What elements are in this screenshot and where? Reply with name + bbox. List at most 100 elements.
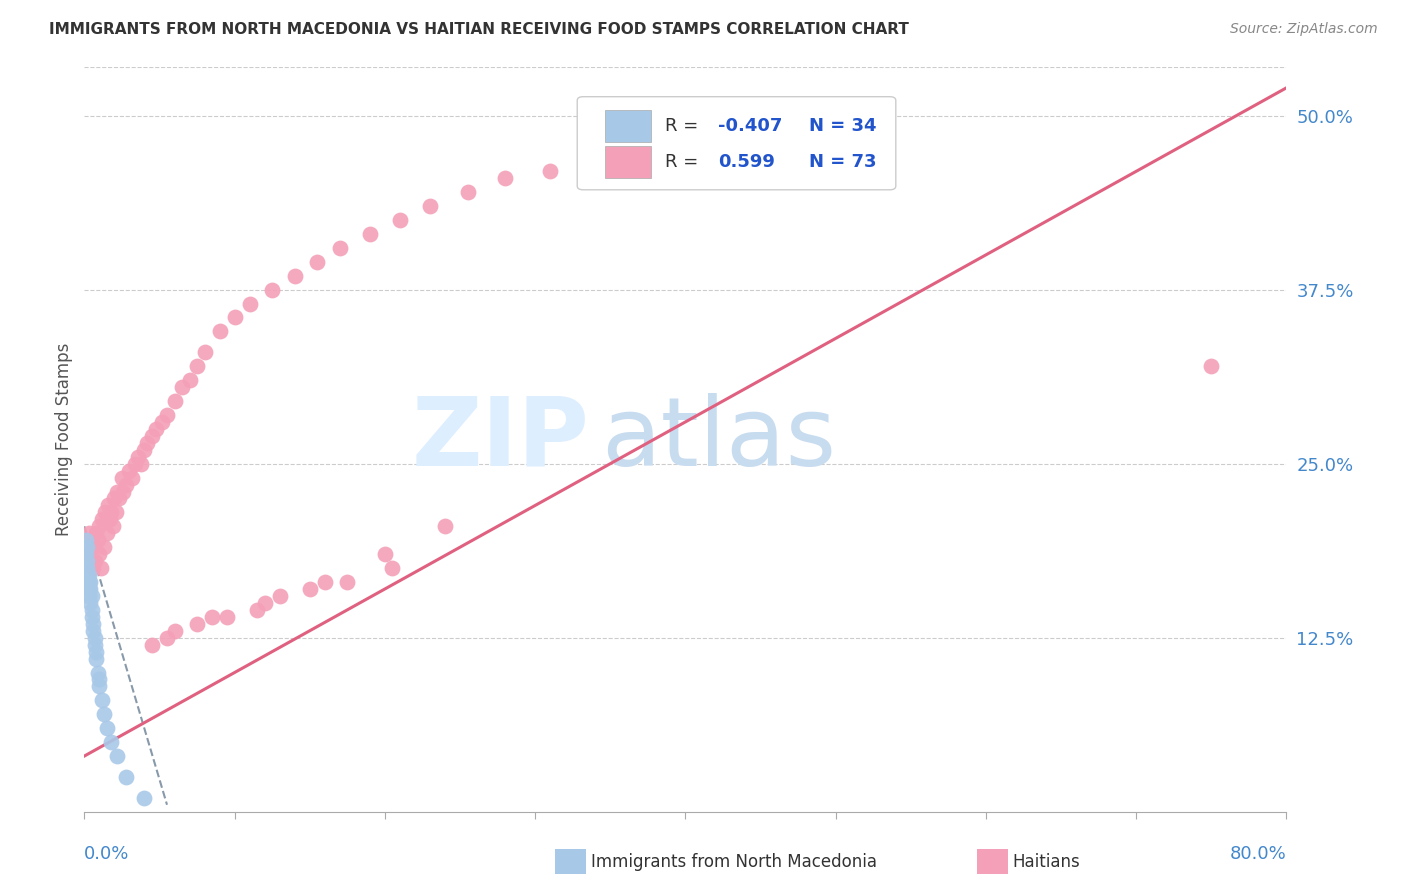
Point	[141, 429, 163, 443]
Point	[75, 568, 97, 582]
Point	[381, 561, 404, 575]
Point	[79, 582, 101, 596]
Point	[77, 582, 100, 596]
Point	[314, 574, 336, 589]
Text: 0.0%: 0.0%	[84, 846, 129, 863]
Point	[82, 540, 104, 554]
Point	[89, 547, 111, 561]
Text: -0.407: -0.407	[718, 117, 782, 135]
Point	[156, 631, 179, 645]
Point	[107, 484, 129, 499]
Point	[124, 457, 146, 471]
Point	[89, 519, 111, 533]
Point	[253, 596, 276, 610]
Point	[75, 547, 97, 561]
Point	[97, 499, 120, 513]
Point	[101, 519, 124, 533]
Point	[80, 603, 103, 617]
Text: N = 73: N = 73	[810, 153, 877, 171]
Point	[83, 631, 105, 645]
Point	[163, 394, 186, 409]
Point	[87, 665, 110, 680]
Point	[77, 568, 100, 582]
Point	[104, 505, 127, 519]
Point	[82, 561, 104, 575]
Text: Source: ZipAtlas.com: Source: ZipAtlas.com	[1230, 22, 1378, 37]
Point	[89, 680, 111, 694]
Point	[79, 596, 101, 610]
Text: R =: R =	[665, 153, 704, 171]
Text: 80.0%: 80.0%	[1230, 846, 1286, 863]
Point	[90, 561, 112, 575]
Point	[145, 422, 167, 436]
Point	[76, 554, 98, 568]
Point	[77, 574, 100, 589]
Point	[538, 164, 561, 178]
Point	[79, 574, 101, 589]
Text: Haitians: Haitians	[1012, 853, 1080, 871]
Point	[359, 227, 381, 241]
Point	[269, 589, 291, 603]
Point	[86, 651, 108, 665]
Point	[284, 268, 307, 283]
FancyBboxPatch shape	[605, 146, 651, 178]
Point	[583, 157, 606, 171]
Point	[77, 526, 100, 541]
FancyBboxPatch shape	[605, 111, 651, 142]
Point	[217, 609, 239, 624]
Point	[89, 673, 111, 687]
Point	[80, 533, 103, 548]
Point	[494, 171, 516, 186]
Text: N = 34: N = 34	[810, 117, 877, 135]
Point	[93, 540, 115, 554]
Point	[87, 533, 110, 548]
Point	[374, 547, 396, 561]
Point	[86, 645, 108, 659]
Point	[239, 296, 262, 310]
Point	[93, 707, 115, 722]
Point	[96, 721, 118, 735]
Text: Immigrants from North Macedonia: Immigrants from North Macedonia	[591, 853, 876, 871]
Text: 0.599: 0.599	[718, 153, 775, 171]
Point	[91, 512, 114, 526]
Point	[115, 770, 138, 784]
Point	[108, 491, 131, 506]
Point	[1201, 359, 1223, 374]
Point	[644, 150, 666, 164]
Point	[208, 325, 231, 339]
Point	[179, 373, 201, 387]
Point	[201, 609, 224, 624]
Point	[131, 457, 153, 471]
Point	[141, 638, 163, 652]
FancyBboxPatch shape	[578, 96, 896, 190]
Point	[224, 310, 246, 325]
Point	[82, 624, 104, 638]
Point	[91, 693, 114, 707]
Point	[76, 574, 98, 589]
Point	[94, 505, 117, 519]
Point	[100, 505, 122, 519]
Point	[80, 589, 103, 603]
Point	[419, 199, 441, 213]
Point	[107, 749, 129, 764]
Point	[76, 540, 98, 554]
Point	[77, 589, 100, 603]
Point	[83, 638, 105, 652]
Point	[112, 484, 135, 499]
Point	[186, 359, 208, 374]
Point	[457, 185, 479, 199]
Point	[103, 491, 125, 506]
Point	[79, 547, 101, 561]
Text: ZIP: ZIP	[412, 392, 589, 486]
Point	[76, 561, 98, 575]
Text: atlas: atlas	[602, 392, 837, 486]
Point	[80, 609, 103, 624]
Point	[75, 533, 97, 548]
Text: R =: R =	[665, 117, 704, 135]
Point	[194, 345, 217, 359]
Point	[83, 554, 105, 568]
Point	[118, 464, 141, 478]
Point	[163, 624, 186, 638]
Point	[98, 512, 121, 526]
Point	[75, 561, 97, 575]
